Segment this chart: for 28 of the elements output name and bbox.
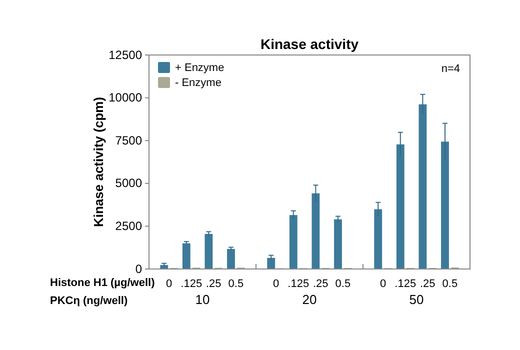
x-axis-title: 10	[195, 292, 210, 307]
x-tick-label: .25	[206, 278, 222, 290]
x-tick-label: 0.5	[442, 278, 458, 290]
y-tick-label: 5000	[115, 176, 142, 190]
text: Histone H1 (µg/well)	[50, 277, 156, 289]
x-tick-label: .125	[288, 278, 310, 290]
y-tick-label: 2500	[115, 219, 142, 234]
y-tick-label: 10000	[108, 90, 142, 105]
x-tick-label: .125	[394, 278, 416, 290]
x-tick-label: .125	[180, 278, 202, 290]
x-axis-title: 20	[302, 292, 317, 307]
y-tick-label: 7500	[115, 133, 142, 148]
legend-label: + Enzyme	[175, 62, 224, 74]
x-tick-label: 0.5	[335, 278, 351, 290]
x-tick-label: 0	[380, 278, 386, 290]
x-tick-label: 0	[273, 278, 280, 290]
x-tick-label: 0.5	[228, 278, 244, 290]
y-axis-title: Kinase activity (cpm)	[91, 96, 106, 228]
y-tick-label: 12500	[108, 48, 142, 62]
y-tick-label: 0	[135, 262, 142, 276]
x-tick-label: .25	[312, 278, 328, 290]
chart-title: Kinase activity	[260, 36, 359, 52]
legend-label: - Enzyme	[175, 77, 222, 89]
annotation: n=4	[441, 63, 460, 75]
x-tick-label: .25	[420, 278, 436, 290]
x-axis-title: 50	[409, 292, 424, 307]
x-tick-label: 0	[166, 278, 172, 290]
text: PKCη (ng/well)	[50, 295, 128, 307]
